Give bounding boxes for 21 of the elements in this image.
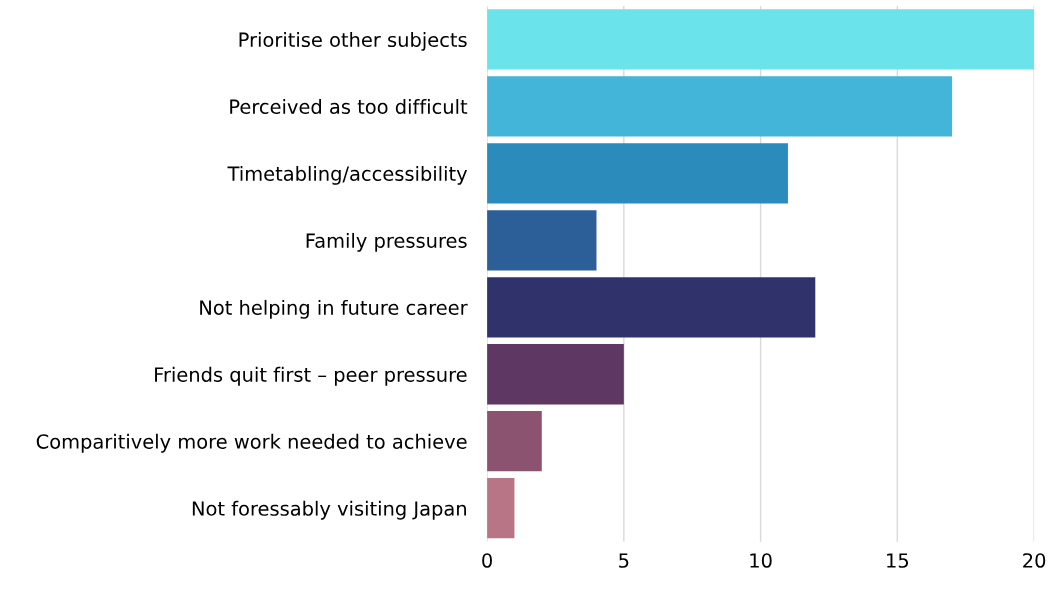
bar [487,478,515,539]
bar [487,143,788,204]
y-tick-label: Perceived as too difficult [230,98,468,115]
bar [487,277,816,338]
y-tick-label: Family pressures [306,232,467,252]
x-tick-label: 0 [482,553,492,568]
x-tick-label: 20 [1023,553,1046,568]
bar [487,210,597,271]
bar [487,76,953,137]
y-tick-label: Comparitively more work needed to achieve [36,433,467,453]
bar [487,344,624,405]
bar [487,411,542,472]
y-tick-label: Friends quit first – peer pressure [155,366,467,386]
y-tick-label: Not helping in future career [200,299,468,319]
bar [487,9,1035,70]
x-tick-label: 10 [750,553,772,568]
y-tick-label: Prioritise other subjects [239,32,467,51]
x-tick-label: 5 [619,553,629,568]
y-tick-label: Not foressably visiting Japan [192,500,466,520]
y-tick-label: Timetabling/accessibility [227,165,468,185]
x-tick-label: 15 [887,553,909,568]
